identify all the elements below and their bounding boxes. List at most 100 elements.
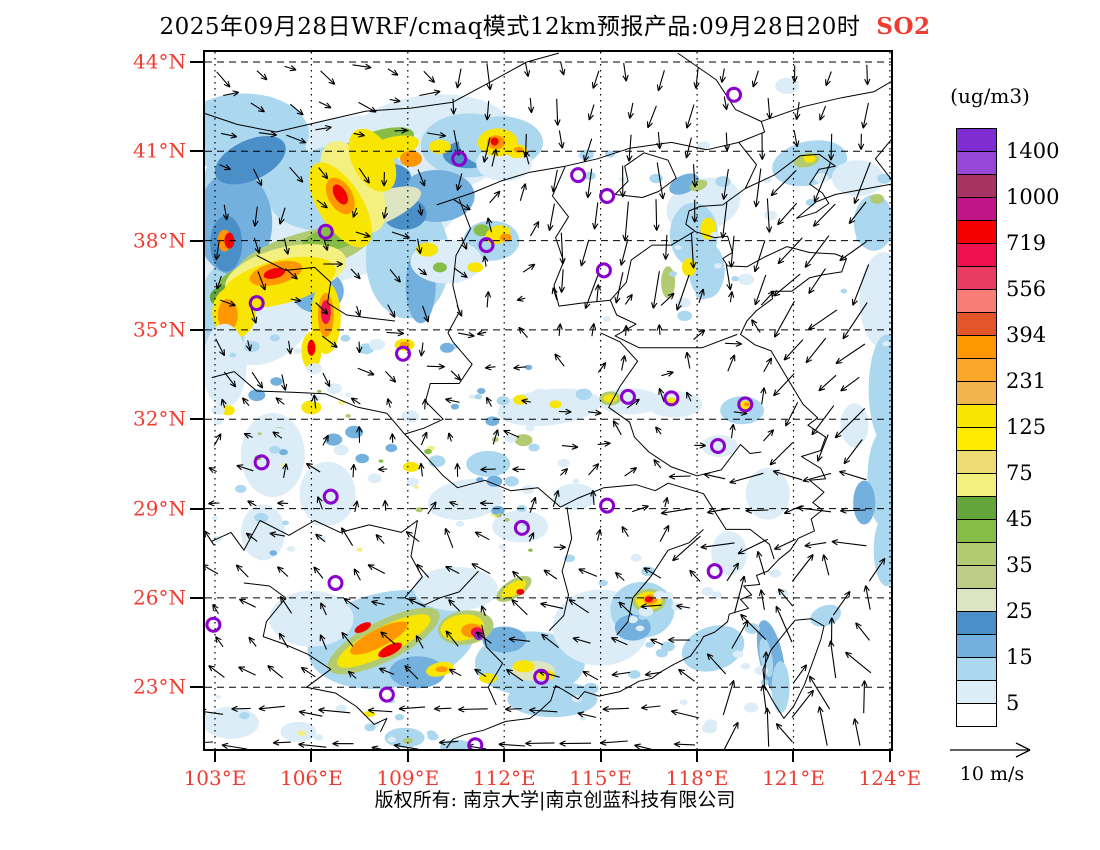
legend-color-box (956, 381, 997, 405)
legend-color-box (956, 519, 997, 543)
wind-vector-layer (205, 61, 886, 749)
lon-tick (792, 751, 795, 762)
pollution-layer (205, 77, 891, 749)
map-canvas (205, 52, 891, 749)
title-main: 2025年09月28日WRF/cmaq模式12km预报产品:09月28日20时 (159, 14, 861, 40)
legend-color-box (956, 588, 997, 612)
legend-color-box (956, 450, 997, 474)
lat-label: 41°N (133, 138, 186, 163)
wind-scale: 10 m/s (942, 737, 1042, 797)
station-marker (595, 262, 612, 279)
lon-label: 124°E (858, 766, 922, 790)
legend-value-label: 719 (1006, 231, 1047, 255)
lat-label: 38°N (133, 228, 186, 253)
legend-color-box (956, 358, 997, 382)
graticule-layer (205, 52, 891, 749)
lat-tick (190, 61, 203, 63)
legend-value-label: 5 (1006, 691, 1020, 715)
lat-tick (190, 596, 203, 599)
legend-color-box (956, 611, 997, 635)
station-marker (620, 388, 636, 405)
lat-label: 29°N (133, 496, 186, 521)
lon-label: 112°E (472, 766, 536, 790)
legend-color-box (956, 128, 997, 152)
legend-value-label: 231 (1006, 369, 1047, 393)
legend-color-box (956, 312, 997, 336)
lon-tick (406, 751, 409, 762)
legend-color-box (956, 496, 997, 520)
legend-value-label: 15 (1006, 645, 1033, 669)
lat-label: 35°N (133, 317, 186, 342)
lon-label: 118°E (665, 766, 729, 790)
lat-tick (190, 418, 203, 421)
lon-label: 106°E (279, 766, 343, 790)
wind-scale-label: 10 m/s (959, 763, 1025, 785)
station-marker (317, 223, 334, 240)
legend-color-box (956, 565, 997, 589)
lat-tick (190, 150, 203, 153)
station-marker-layer (205, 86, 754, 749)
station-marker (467, 737, 484, 749)
lat-tick (190, 239, 203, 242)
lon-label: 103°E (183, 766, 247, 790)
legend-color-box (956, 243, 997, 267)
legend-value-label: 394 (1006, 323, 1047, 347)
station-marker (570, 167, 587, 184)
legend-color-box (956, 473, 997, 497)
lat-tick (190, 686, 203, 689)
legend-value-label: 125 (1006, 415, 1047, 439)
legend-color-box (956, 197, 997, 221)
lat-label: 44°N (133, 49, 186, 74)
latitude-axis: 44°N 41°N 38°N 35°N 32°N 29°N 26°N 23°N (118, 49, 203, 749)
forecast-map (203, 50, 893, 751)
legend-color-scale (956, 128, 999, 727)
station-marker (663, 390, 680, 407)
station-marker (327, 575, 344, 591)
legend-color-box (956, 174, 997, 198)
station-marker (599, 188, 616, 204)
station-marker (478, 237, 495, 254)
station-marker (599, 497, 616, 514)
station-marker (248, 295, 265, 312)
lat-label: 23°N (133, 674, 186, 699)
legend-value-label: 1400 (1006, 139, 1060, 163)
legend-color-box (956, 220, 997, 244)
legend-value-label: 25 (1006, 599, 1033, 623)
legend-color-box (956, 657, 997, 681)
legend-color-box (956, 703, 997, 727)
legend-value-label: 556 (1006, 277, 1047, 301)
station-marker (451, 150, 468, 167)
legend-value-label: 1000 (1006, 185, 1060, 209)
boundary-layer (205, 52, 891, 749)
lat-label: 26°N (133, 585, 186, 610)
legend-color-box (956, 427, 997, 451)
lon-label: 109°E (376, 766, 440, 790)
legend-value-label: 45 (1006, 507, 1033, 531)
legend-color-box (956, 634, 997, 658)
legend-color-box (956, 335, 997, 359)
lon-tick (888, 751, 891, 762)
station-marker (706, 563, 723, 580)
longitude-axis: 103°E 106°E 109°E 112°E 115°E 118°E 121°E 124°E (184, 751, 921, 797)
station-marker (205, 616, 222, 633)
lon-label: 115°E (569, 766, 633, 790)
legend-color-box (956, 404, 997, 428)
copyright-footer: 版权所有: 南京大学|南京创蓝科技有限公司 (374, 789, 736, 811)
station-marker (378, 686, 395, 703)
station-marker (726, 86, 742, 103)
title-pollutant: SO2 (876, 13, 931, 40)
page-title: 2025年09月28日WRF/cmaq模式12km预报产品:09月28日20时 S… (0, 7, 1090, 41)
station-marker (513, 519, 530, 536)
legend-color-box (956, 266, 997, 290)
station-marker (533, 668, 550, 685)
station-marker (253, 454, 270, 471)
lon-tick (310, 751, 313, 762)
legend-value-label: 35 (1006, 553, 1033, 577)
lon-label: 121°E (762, 766, 825, 790)
lon-tick (696, 751, 699, 762)
legend-units-label: (ug/m3) (950, 84, 1030, 108)
station-marker (710, 438, 726, 454)
lat-tick (190, 507, 203, 510)
legend-color-box (956, 680, 997, 704)
